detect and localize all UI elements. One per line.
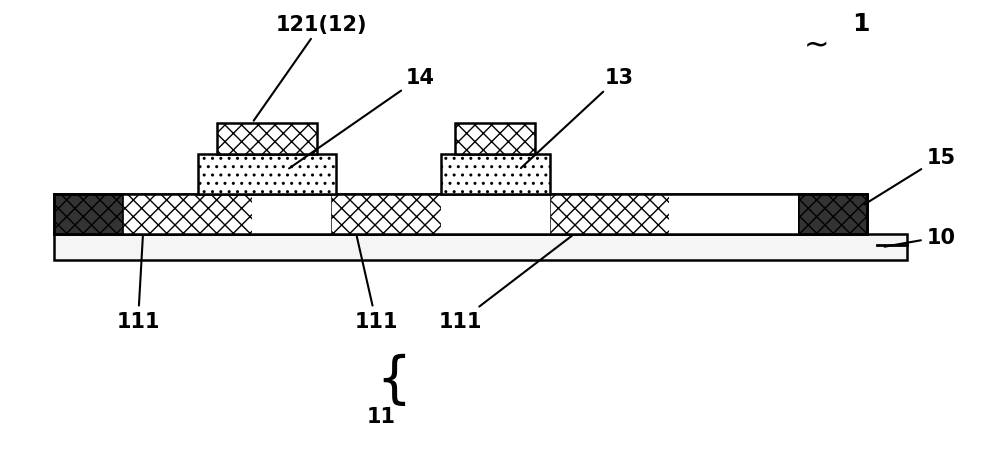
Bar — [441, 194, 550, 235]
Bar — [669, 194, 798, 235]
Text: 14: 14 — [289, 68, 435, 169]
Bar — [441, 155, 550, 194]
Text: 111: 111 — [439, 236, 572, 331]
Bar — [54, 194, 123, 235]
Bar — [54, 194, 867, 235]
Bar — [217, 124, 317, 155]
Text: }: } — [363, 350, 399, 403]
Bar — [798, 194, 867, 235]
Text: $\sim$: $\sim$ — [798, 29, 828, 59]
Bar — [252, 194, 331, 235]
Text: 15: 15 — [864, 147, 956, 205]
Text: 1: 1 — [852, 12, 870, 36]
Bar — [54, 235, 907, 261]
Text: 11: 11 — [367, 406, 396, 426]
Text: 13: 13 — [521, 68, 634, 169]
Text: 111: 111 — [116, 237, 160, 331]
Text: 121(12): 121(12) — [254, 15, 367, 121]
Bar — [550, 194, 669, 235]
Bar — [123, 194, 252, 235]
Bar — [198, 155, 336, 194]
Bar — [331, 194, 441, 235]
Bar — [455, 124, 535, 155]
Text: 10: 10 — [885, 227, 955, 247]
Text: 111: 111 — [354, 237, 398, 331]
